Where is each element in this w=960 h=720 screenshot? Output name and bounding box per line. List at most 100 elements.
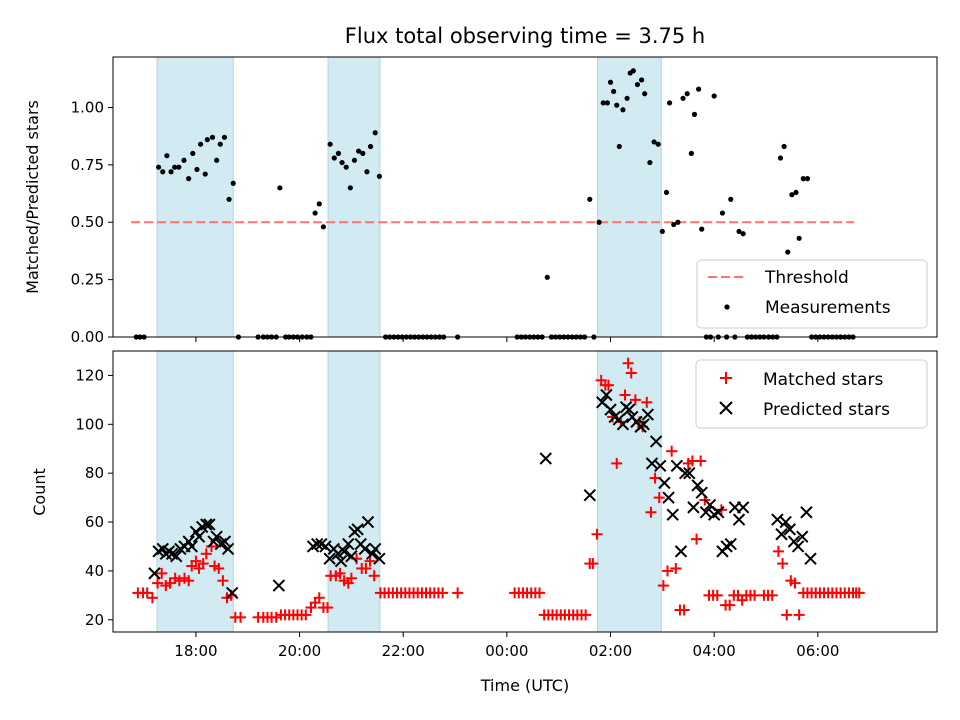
measurement-point-102 — [651, 139, 657, 145]
measurement-point-42 — [339, 159, 345, 166]
measurement-point-48 — [364, 169, 370, 175]
measurement-point-103 — [655, 141, 661, 147]
matched-star-point-112 — [678, 604, 690, 616]
predicted-star-point-20 — [221, 542, 235, 556]
measurement-point-136 — [789, 192, 795, 198]
matched-star-point-5 — [156, 567, 168, 579]
matched-star-point-97 — [619, 389, 631, 401]
measurement-point-40 — [331, 155, 337, 161]
predicted-star-point-61 — [662, 491, 675, 504]
matched-star-point-108 — [662, 565, 674, 577]
measurement-point-50 — [372, 130, 378, 136]
predicted-star-point-49 — [616, 418, 630, 431]
measurement-point-135 — [785, 249, 791, 255]
measurement-point-8 — [176, 164, 182, 170]
predicted-star-point-68 — [691, 479, 704, 492]
measurement-point-43 — [343, 164, 349, 170]
matched-star-point-2 — [141, 587, 153, 599]
matched-star-point-137 — [789, 577, 801, 589]
matched-star-point-15 — [197, 558, 209, 570]
top-y-axis-label: Matched/Predicted stars — [23, 100, 42, 294]
matched-star-point-3 — [146, 592, 158, 604]
measurement-point-45 — [351, 157, 358, 163]
measurement-point-109 — [680, 95, 686, 101]
legend-matched-label: Matched stars — [763, 370, 883, 390]
measurement-point-44 — [347, 185, 353, 191]
measurement-point-134 — [781, 143, 787, 150]
ratio-panel: 0.00 0.25 0.50 0.75 1.00 Matched/Predicted s… — [23, 56, 938, 346]
bottom-y-tick-label-1: 40 — [85, 562, 104, 580]
measurement-point-92 — [614, 102, 620, 108]
matched-star-point-116 — [695, 455, 707, 467]
measurement-point-17 — [214, 157, 220, 163]
predicted-star-point-27 — [323, 552, 336, 565]
predicted-star-point-83 — [783, 523, 797, 536]
measurement-point-105 — [663, 189, 670, 196]
predicted-star-point-80 — [771, 513, 784, 526]
matched-star-point-41 — [322, 602, 334, 614]
predicted-star-point-69 — [695, 486, 708, 499]
predicted-star-point-17 — [210, 530, 223, 543]
measurement-point-91 — [611, 88, 617, 95]
measurement-point-123 — [736, 228, 742, 235]
measurement-point-133 — [777, 155, 784, 161]
bottom-legend-box — [695, 359, 928, 429]
matched-star-point-134 — [777, 558, 789, 570]
matched-star-point-39 — [313, 592, 325, 604]
measurement-point-85 — [587, 196, 593, 202]
measurement-point-88 — [600, 100, 606, 106]
measurement-point-107 — [671, 221, 677, 228]
x-tick-label-5: 04:00 — [693, 642, 736, 660]
measurement-point-51 — [376, 173, 382, 179]
bottom-legend: Matched stars Predicted stars — [695, 359, 928, 429]
measurement-point-112 — [691, 111, 698, 117]
matched-star-point-133 — [772, 545, 784, 557]
predicted-star-point-22 — [272, 579, 286, 592]
bottom-axes-frame — [112, 350, 938, 633]
x-tick-label-2: 22:00 — [382, 642, 425, 660]
top-y-tick-label-0: 0.00 — [71, 328, 104, 346]
measurement-point-38 — [320, 224, 327, 230]
measurement-point-121 — [728, 196, 734, 202]
measurement-point-21 — [230, 180, 236, 186]
matched-star-point-120 — [711, 589, 723, 601]
measurement-point-140 — [804, 176, 811, 182]
predicted-star-point-76 — [724, 537, 737, 551]
measurement-point-47 — [360, 150, 366, 156]
matched-star-point-106 — [653, 492, 665, 504]
predicted-star-point-19 — [218, 535, 232, 548]
matched-star-point-100 — [629, 394, 641, 406]
matched-star-point-104 — [645, 506, 657, 518]
predicted-star-point-10 — [185, 540, 198, 553]
predicted-star-point-67 — [687, 501, 700, 514]
measurement-point-113 — [696, 86, 702, 92]
predicted-star-point-37 — [358, 542, 372, 556]
predicted-star-point-46 — [604, 403, 617, 416]
bottom-y-tick-label-5: 120 — [75, 366, 104, 384]
matched-star-point-16 — [200, 548, 212, 560]
predicted-star-point-0 — [148, 567, 161, 580]
measurement-point-37 — [316, 201, 322, 207]
predicted-star-point-65 — [678, 466, 692, 480]
measurement-point-11 — [190, 150, 196, 156]
measurement-point-4 — [160, 169, 166, 175]
matched-star-point-132 — [766, 589, 778, 601]
measurement-point-93 — [616, 143, 622, 150]
matched-star-point-69 — [452, 587, 464, 599]
predicted-star-point-42 — [539, 452, 552, 465]
predicted-star-point-60 — [658, 476, 671, 490]
measurement-point-13 — [197, 141, 204, 147]
top-observing-band-0 — [156, 56, 234, 338]
predicted-star-point-81 — [775, 528, 788, 541]
matched-star-point-19 — [213, 562, 225, 574]
bottom-y-tick-label-4: 100 — [75, 415, 104, 433]
top-legend-box — [696, 259, 928, 329]
measurement-point-28 — [277, 185, 283, 191]
predicted-star-point-78 — [732, 513, 746, 526]
predicted-star-point-58 — [649, 435, 663, 448]
measurement-point-106 — [666, 100, 673, 106]
matched-star-point-50 — [360, 562, 372, 574]
measurement-point-104 — [659, 228, 665, 235]
count-panel: 20 40 60 80 100 120 18:00 20:00 22:00 00:00 02:00… — [30, 350, 938, 695]
bottom-x-axis-ticks: 18:00 20:00 22:00 00:00 02:00 04:00 06:00 — [174, 632, 839, 660]
